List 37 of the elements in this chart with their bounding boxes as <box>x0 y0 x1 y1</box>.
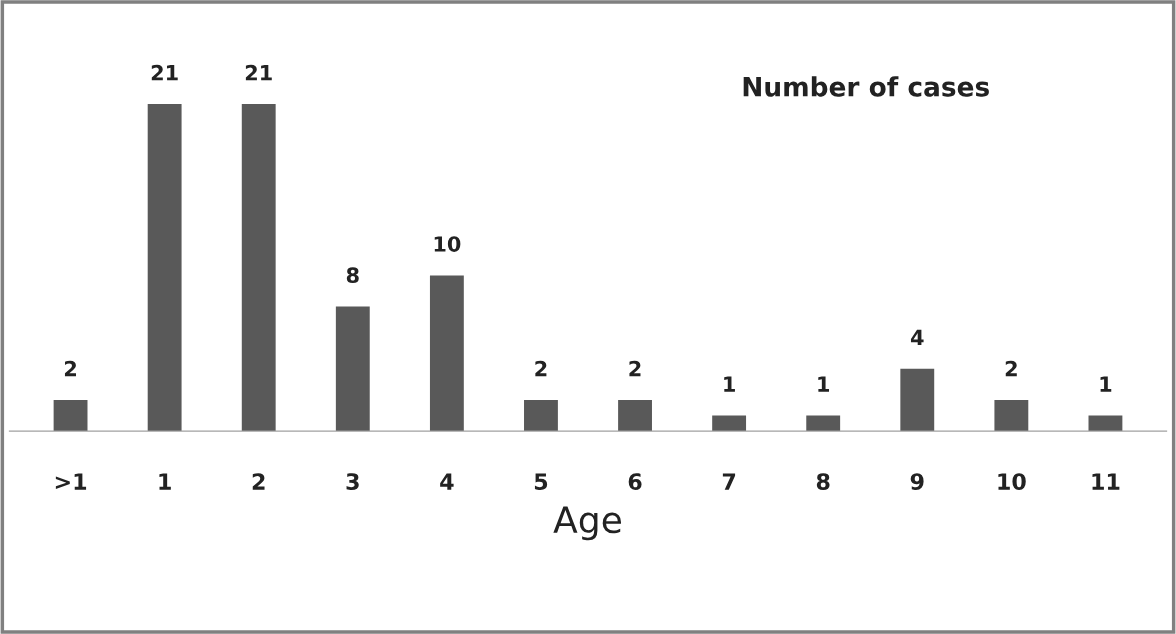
x-tick-label: 2 <box>252 473 265 490</box>
x-tick-label: 9 <box>910 473 924 490</box>
bar <box>712 415 747 432</box>
bar <box>806 415 841 432</box>
data-label: 8 <box>346 267 359 284</box>
x-tick-label: 5 <box>534 473 548 490</box>
chart-title: Number of cases <box>743 76 989 97</box>
data-label: 1 <box>724 376 735 392</box>
bar <box>53 399 88 432</box>
x-tick-label: 1 <box>159 473 171 490</box>
x-tick-label: 8 <box>816 473 830 490</box>
data-label: 1 <box>1100 376 1112 392</box>
data-label: 21 <box>245 64 272 81</box>
bar <box>147 104 182 432</box>
bar <box>241 104 276 432</box>
data-label: 2 <box>535 360 547 377</box>
x-tick-label: 6 <box>628 473 642 490</box>
x-tick-label: 10 <box>998 473 1026 490</box>
x-tick-label: 11 <box>1092 473 1120 490</box>
bar <box>335 306 370 432</box>
data-label: 21 <box>151 64 178 81</box>
x-tick-label: 7 <box>722 473 736 490</box>
data-label: 2 <box>64 360 76 377</box>
bar <box>618 399 652 432</box>
data-label: 2 <box>629 360 641 377</box>
x-tick-label: 4 <box>440 473 454 490</box>
bar <box>994 399 1029 432</box>
data-label: 1 <box>818 376 830 392</box>
bar <box>524 399 558 432</box>
x-tick-label: >1 <box>55 473 87 490</box>
x-axis-title: Age <box>553 506 621 541</box>
data-label: 4 <box>910 329 924 346</box>
bar <box>900 368 935 432</box>
bar <box>429 275 464 432</box>
x-tick-label: 3 <box>346 473 359 490</box>
data-label: 2 <box>1005 360 1017 377</box>
data-label: 10 <box>434 236 461 252</box>
